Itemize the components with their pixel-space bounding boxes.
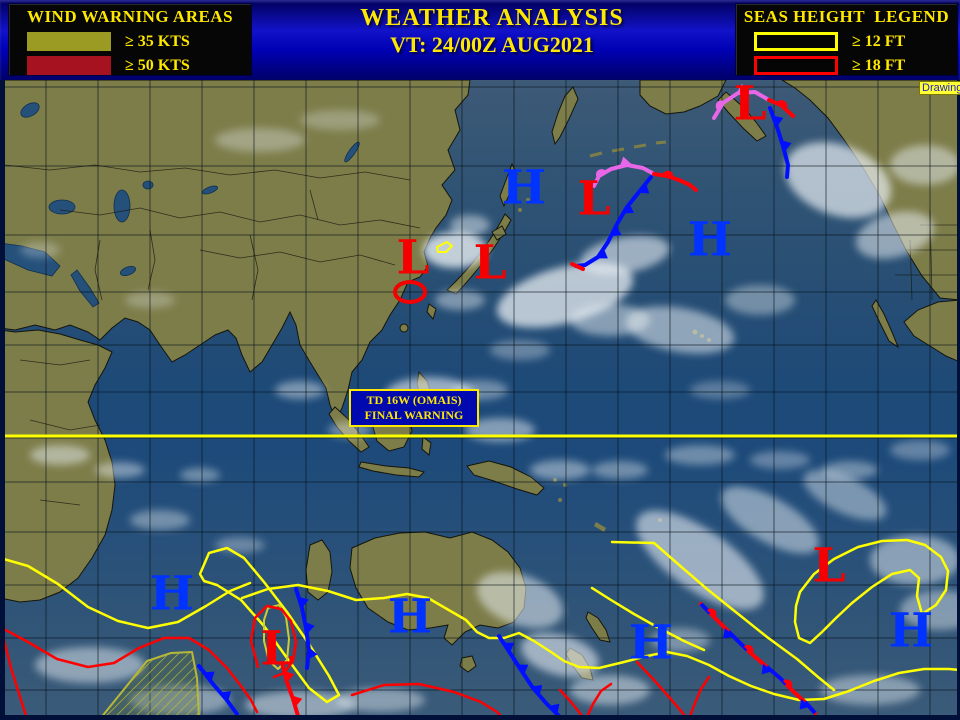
australia-land (349, 531, 527, 646)
valid-time: VT: 24/00Z AUG2021 (390, 32, 594, 57)
contour-seas18 (249, 604, 298, 679)
contour-seas12 (610, 540, 836, 692)
front-cold (197, 664, 239, 716)
legend-row: ≥ 50 KTS (27, 56, 251, 75)
kamchatka-land (551, 86, 579, 146)
contour-wind35-cell (436, 241, 453, 253)
seas-12ft-swatch (754, 32, 838, 51)
contour-seas12 (590, 586, 706, 652)
hokkaido-land (491, 225, 507, 241)
wind-50kts-swatch (27, 56, 111, 75)
map-right-border (957, 80, 960, 720)
borders-layer (4, 164, 960, 506)
eurasia-land (0, 80, 471, 422)
storm-name: TD 16W (OMAIS) (366, 393, 462, 407)
java-land (358, 461, 425, 478)
pressure-system-h: H (150, 567, 194, 622)
storm-warning-label: TD 16W (OMAIS) FINAL WARNING (349, 389, 479, 427)
front-cold (497, 634, 561, 718)
contour-seas12 (198, 546, 341, 704)
africa-land (0, 329, 116, 603)
legend-row: ≥ 12 FT (754, 32, 957, 51)
seas-legend-title: SEAS HEIGHT LEGEND (743, 7, 950, 26)
front-stationary (699, 602, 817, 715)
wind-warning-legend: WIND WARNING AREAS ≥ 35 KTS ≥ 50 KTS (8, 3, 252, 76)
contour-seas18 (0, 630, 29, 720)
front-cold (574, 175, 653, 268)
mexico-land (903, 299, 960, 363)
contour-seas12 (0, 556, 252, 630)
pressure-system-h: H (388, 590, 432, 645)
new-guinea-land (466, 460, 545, 496)
seas-18ft-label: ≥ 18 FT (852, 56, 906, 74)
seas-12ft-label: ≥ 12 FT (852, 32, 906, 50)
pressure-system-l: L (396, 231, 429, 286)
wind-35kts-label: ≥ 35 KTS (125, 32, 190, 50)
drawing-mode-badge[interactable]: Drawing (919, 81, 960, 95)
storm-status: FINAL WARNING (364, 408, 464, 422)
contour-seas18 (687, 675, 711, 720)
wind-50kts-label: ≥ 50 KTS (125, 56, 190, 74)
aleutian-islands (589, 140, 667, 158)
contour-seas12 (793, 538, 950, 645)
analysis-title: WEATHER ANALYSIS (360, 5, 624, 31)
sulawesi-land (421, 436, 432, 456)
cloud-layer (20, 110, 960, 719)
front-warm (767, 98, 795, 118)
legend-row: ≥ 18 FT (754, 56, 957, 75)
hainan-land (399, 323, 409, 333)
page-title: WEATHER ANALYSIS VT: 24/00Z AUG2021 (252, 5, 732, 58)
pressure-system-h: H (629, 616, 673, 671)
nz-north-land (585, 611, 611, 643)
front-cold (294, 587, 318, 670)
map-bottom-border (0, 715, 960, 720)
latlon-grid (0, 80, 960, 720)
seas-height-legend: SEAS HEIGHT LEGEND ≥ 12 FT ≥ 18 FT (735, 3, 958, 76)
tasmania-land (459, 655, 477, 673)
contour-wind35-area (99, 651, 200, 720)
contour-seas12 (240, 583, 960, 702)
front-cold-red (280, 661, 303, 718)
storm-position-marker (393, 280, 427, 304)
contour-seas18 (635, 660, 689, 720)
pressure-system-l: L (260, 622, 293, 677)
pressure-system-l: L (733, 80, 766, 132)
pressure-system-l: L (577, 172, 610, 227)
pressure-system-l: L (812, 539, 845, 594)
legend-row: ≥ 35 KTS (27, 32, 251, 51)
taiwan-land (426, 303, 437, 321)
pressure-system-h: H (688, 213, 732, 268)
contour-seas18 (350, 682, 506, 720)
map-left-border (0, 80, 5, 720)
sakhalin-land (499, 162, 518, 208)
contour-seas18 (584, 682, 613, 720)
wind-35kts-swatch (27, 32, 111, 51)
contour-seas18 (0, 625, 259, 714)
baja-land (871, 299, 900, 349)
front-occluded (712, 83, 771, 120)
front-cold (768, 106, 792, 179)
pressure-system-h: H (889, 604, 933, 659)
front-occluded (592, 156, 656, 188)
alaska-land (639, 80, 727, 115)
front-warm (652, 170, 698, 192)
pressure-system-l: L (473, 236, 506, 291)
header-bar: WIND WARNING AREAS ≥ 35 KTS ≥ 50 KTS WEA… (0, 0, 960, 81)
front-warm (570, 262, 585, 271)
wind-legend-title: WIND WARNING AREAS (26, 7, 234, 26)
seas-18ft-swatch (754, 56, 838, 75)
pressure-system-h: H (502, 161, 546, 216)
